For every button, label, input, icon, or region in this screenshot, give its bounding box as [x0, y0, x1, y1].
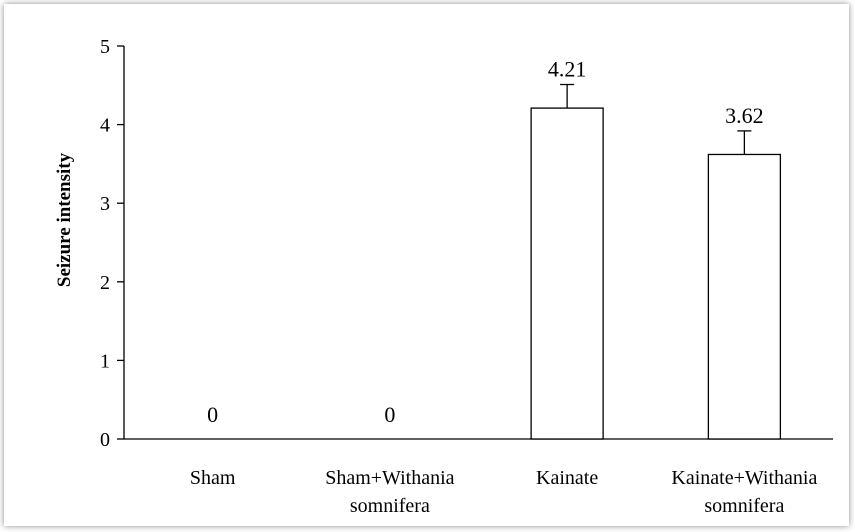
category-label: Kainate [536, 467, 598, 489]
bar [530, 107, 604, 440]
category-label: Kainate+Withania [671, 467, 817, 489]
bar [707, 153, 782, 440]
data-label: 0 [207, 402, 218, 427]
y-tick-label: 1 [100, 350, 110, 372]
y-tick-label: 4 [100, 115, 110, 137]
seizure-bar-chart: 0 1 2 3 4 5 0 Sham 0 Sham+Withania somnifera 4.21 K… [54, 36, 833, 517]
y-tick-label: 5 [100, 36, 110, 58]
chart-frame: 0 1 2 3 4 5 0 Sham 0 Sham+Withania somnifera 4.21 K… [4, 4, 849, 526]
y-axis-title: Seizure intensity [54, 152, 75, 287]
y-tick-label: 2 [100, 272, 110, 294]
labels: 0 Sham 0 Sham+Withania somnifera 4.21 Kainate 3… [190, 57, 818, 517]
data-label: 0 [384, 402, 395, 427]
y-tick-label: 0 [100, 429, 110, 451]
data-label: 3.62 [725, 103, 764, 128]
data-label: 4.21 [548, 57, 587, 82]
y-tick-label: 3 [100, 193, 110, 215]
category-label: Sham [190, 467, 236, 489]
category-label: Sham+Withania [325, 467, 454, 489]
category-label: somnifera [704, 495, 784, 517]
category-label: somnifera [350, 495, 430, 517]
bars [530, 83, 782, 440]
